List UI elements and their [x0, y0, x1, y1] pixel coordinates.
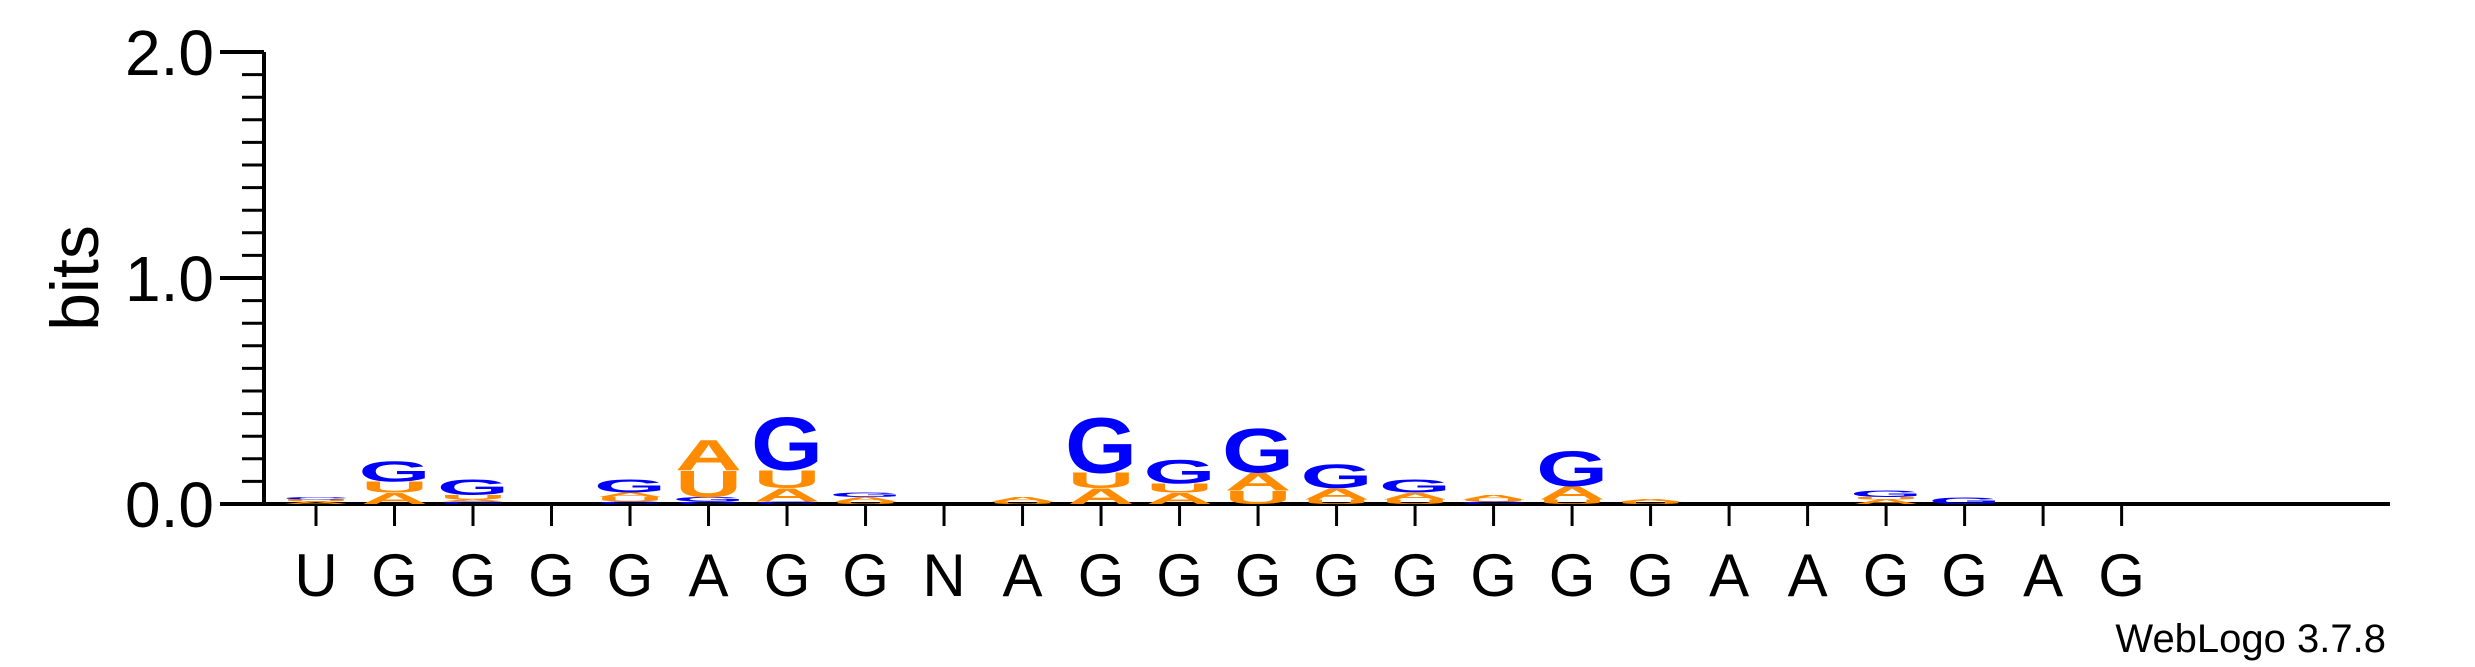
x-tick-label-23: G	[2098, 542, 2145, 609]
logo-letter-2-3: G	[437, 475, 509, 499]
x-tick-label-0: U	[294, 542, 337, 609]
logo-letter-12-1: A	[1225, 468, 1292, 496]
logo-letter-16-0: U	[1539, 498, 1606, 505]
logo-letter-12-2: G	[1222, 415, 1294, 486]
logo-letter-7-0: U	[832, 501, 899, 504]
x-tick-label-8: N	[922, 542, 965, 609]
logo-letter-11-1: U	[1146, 481, 1213, 495]
logo-letter-5-0: C	[675, 501, 742, 504]
y-ticks: 0.0 1.0 2.0	[125, 17, 264, 541]
chart-axes: bits WebLogo 3.7.8	[37, 52, 2390, 661]
x-tick-label-17: G	[1627, 542, 1674, 609]
x-tick-label-6: G	[764, 542, 811, 609]
logo-letter-17-0: U	[1617, 501, 1684, 504]
logo-letter-6-3: G	[751, 402, 823, 486]
y-axis-label: bits	[37, 225, 113, 331]
x-tick-label-14: G	[1392, 542, 1439, 609]
x-tick-label-21: G	[1941, 542, 1988, 609]
x-tick-label-13: G	[1313, 542, 1360, 609]
x-tick-label-1: G	[371, 542, 418, 609]
x-tick-label-20: G	[1863, 542, 1910, 609]
logo-letter-4-2: A	[597, 492, 664, 499]
logo-letter-1-2: G	[359, 456, 431, 488]
logo-letter-6-1: A	[754, 485, 821, 506]
x-tick-label-15: G	[1470, 542, 1517, 609]
x-tick-label-2: G	[450, 542, 497, 609]
logo-letter-14-1: A	[1382, 491, 1449, 502]
footer-credit: WebLogo 3.7.8	[2115, 617, 2386, 661]
logo-letter-7-2: G	[830, 492, 902, 499]
logo-letter-17-1: A	[1617, 499, 1684, 502]
logo-letter-10-2: G	[1065, 402, 1137, 490]
logo-letter-15-0: C	[1460, 501, 1527, 504]
x-tick-label-7: G	[842, 542, 889, 609]
logo-letter-1-0: A	[361, 490, 428, 507]
logo-letter-16-1: A	[1539, 483, 1606, 504]
logo-letter-15-2: A	[1460, 494, 1527, 501]
logo-letter-11-0: A	[1146, 490, 1213, 507]
logo-letter-13-0: U	[1303, 498, 1370, 505]
logo-letter-5-3: A	[675, 431, 742, 480]
logo-letter-6-0: C	[754, 501, 821, 504]
logo-letter-10-1: U	[1068, 469, 1135, 493]
logo-letter-15-1: U	[1460, 499, 1527, 502]
logo-letter-0-2: C	[283, 497, 350, 500]
x-tick-label-11: G	[1156, 542, 1203, 609]
logo-letter-2-2: U	[440, 494, 507, 501]
logo-letter-6-2: U	[754, 466, 821, 494]
logo-letter-21-0: G	[1929, 495, 2001, 506]
logo-letter-12-0: U	[1225, 487, 1292, 508]
logo-letter-13-2: G	[1301, 457, 1373, 496]
logo-letter-10-0: A	[1068, 484, 1135, 508]
logo-letter-2-0: C	[440, 501, 507, 504]
x-tick-label-12: G	[1235, 542, 1282, 609]
logo-letter-20-2: G	[1850, 489, 1922, 500]
logo-letter-9-0: U	[989, 501, 1056, 504]
logo-letter-0-0: A	[283, 501, 350, 504]
logo-letter-14-2: G	[1379, 476, 1451, 497]
y-tick-label-0: 0.0	[125, 469, 214, 541]
logo-letter-9-1: A	[989, 496, 1056, 503]
logo-letter-4-0: C	[597, 501, 664, 504]
x-tick-label-16: G	[1549, 542, 1596, 609]
logo-letter-16-2: G	[1536, 441, 1608, 497]
y-minor-ticks	[242, 73, 264, 483]
x-tick-label-5: A	[689, 542, 729, 609]
x-tick-label-3: G	[528, 542, 575, 609]
logo-letter-13-1: A	[1303, 486, 1370, 503]
logo-letter-11-2: G	[1144, 453, 1216, 492]
logo-letter-7-1: A	[832, 496, 899, 503]
logo-letter-0-1: U	[283, 499, 350, 502]
x-tick-label-22: A	[2023, 542, 2063, 609]
logo-letter-4-3: G	[594, 476, 666, 497]
logo-letter-5-1: G	[673, 496, 745, 503]
logo-letter-4-1: U	[597, 496, 664, 503]
logo-letter-2-1: A	[440, 499, 507, 502]
y-tick-label-2: 2.0	[125, 17, 214, 89]
x-tick-label-18: A	[1709, 542, 1749, 609]
logo-letter-20-1: U	[1853, 497, 1920, 500]
x-tick-label-19: A	[1788, 542, 1828, 609]
x-tick-label-10: G	[1078, 542, 1125, 609]
logo-letter-20-0: A	[1853, 498, 1920, 505]
logo-letter-5-2: U	[675, 463, 742, 505]
x-tick-label-4: G	[607, 542, 654, 609]
y-tick-label-1: 1.0	[125, 243, 214, 315]
logo-letter-1-1: U	[361, 479, 428, 496]
x-tick-label-9: A	[1003, 542, 1043, 609]
logo-letter-14-0: U	[1382, 498, 1449, 505]
